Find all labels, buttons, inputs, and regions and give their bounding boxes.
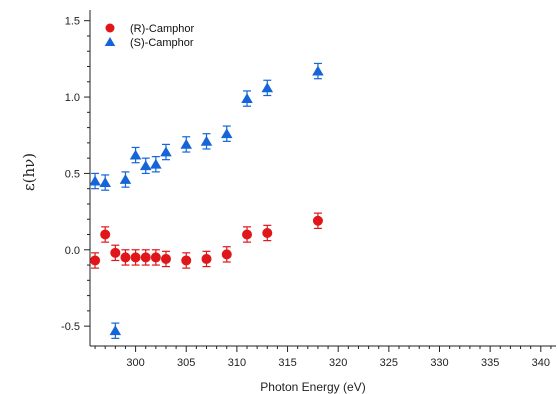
x-tick-label: 325 [380, 357, 398, 369]
y-tick-label: -0.5 [61, 321, 80, 333]
data-point-r-camphor [120, 252, 131, 263]
data-point-s-camphor [200, 135, 213, 146]
legend-r-camphor-marker [105, 23, 115, 33]
data-point-r-camphor [160, 253, 171, 264]
data-point-r-camphor [242, 229, 253, 240]
axes: -0.5 0.0 0.5 1.0 1.5 300 305 310 315 320 325 330 33… [61, 10, 556, 369]
x-tick-label: 330 [430, 357, 448, 369]
data-point-r-camphor [262, 227, 273, 238]
y-tick-label: 0.0 [65, 245, 80, 257]
x-tick-label: 315 [278, 357, 296, 369]
data-point-r-camphor [181, 255, 192, 266]
data-point-s-camphor [160, 146, 172, 157]
data-point-s-camphor [89, 175, 101, 186]
y-ticks: -0.5 0.0 0.5 1.0 1.5 [61, 16, 90, 333]
x-tick-label: 305 [177, 357, 195, 369]
series-s-camphor [89, 62, 324, 339]
data-point-r-camphor [100, 229, 111, 240]
data-point-r-camphor [130, 252, 141, 263]
series-layer [89, 62, 324, 339]
data-point-s-camphor [241, 93, 253, 103]
data-point-s-camphor [220, 128, 233, 139]
series-r-camphor [90, 212, 323, 269]
data-point-s-camphor [119, 174, 132, 184]
legend-s-camphor-label: (S)-Camphor [130, 37, 194, 49]
data-point-s-camphor [180, 138, 193, 149]
data-point-r-camphor [150, 252, 161, 263]
data-point-s-camphor [150, 158, 162, 169]
y-tick-label: 1.0 [65, 92, 80, 104]
x-tick-label: 335 [481, 357, 499, 369]
data-point-r-camphor [221, 249, 232, 260]
y-axis-title: ε(hν) [20, 153, 38, 191]
data-point-s-camphor [261, 82, 274, 93]
x-tick-label: 310 [228, 357, 246, 369]
data-point-r-camphor [90, 255, 101, 266]
legend-s-camphor-marker [104, 37, 116, 46]
data-point-r-camphor [201, 253, 212, 264]
data-point-r-camphor [140, 252, 151, 263]
data-point-r-camphor [312, 215, 323, 226]
x-ticks: 300 305 310 315 320 325 330 335 340 [94, 346, 552, 369]
x-axis-title: Photon Energy (eV) [260, 380, 365, 394]
x-tick-label: 300 [126, 357, 144, 369]
data-point-s-camphor [312, 65, 324, 76]
data-point-s-camphor [109, 325, 122, 336]
data-point-s-camphor [129, 149, 142, 160]
legend-r-camphor-label: (R)-Camphor [130, 23, 195, 35]
y-tick-label: 1.5 [65, 16, 80, 28]
x-tick-label: 320 [329, 357, 347, 369]
legend: (R)-Camphor (S)-Camphor [104, 23, 195, 49]
x-tick-label: 340 [532, 357, 550, 369]
data-point-s-camphor [139, 160, 152, 171]
data-point-s-camphor [99, 177, 111, 187]
y-tick-label: 0.5 [65, 168, 80, 180]
data-point-r-camphor [110, 247, 121, 258]
